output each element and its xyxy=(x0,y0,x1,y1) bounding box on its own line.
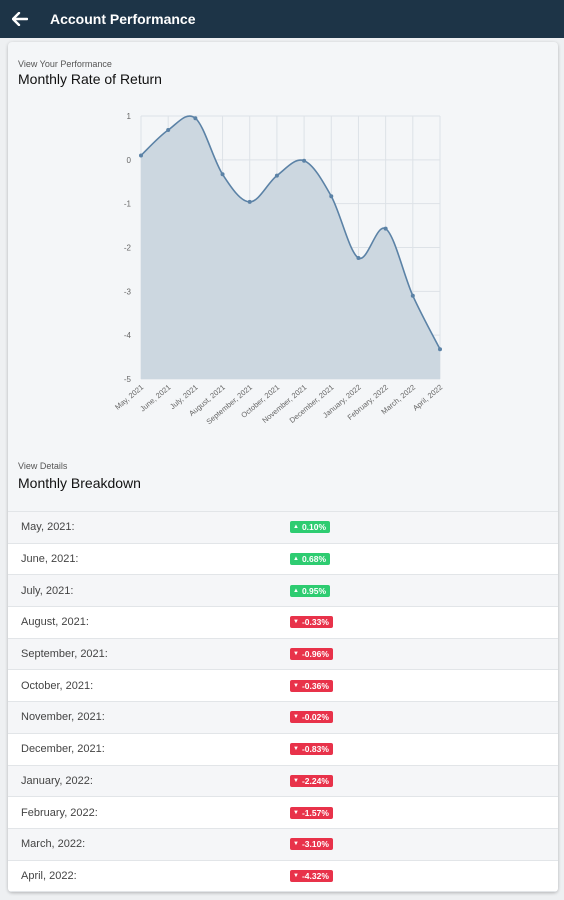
return-value: -0.83% xyxy=(301,744,329,755)
triangle-down-icon: ▼ xyxy=(293,682,299,689)
chart-point xyxy=(274,173,279,178)
return-value: -1.57% xyxy=(301,807,329,818)
y-tick-label: -4 xyxy=(124,331,132,340)
return-value: -4.32% xyxy=(301,870,329,881)
chart-point xyxy=(410,293,415,298)
table-row: June, 2021: ▲ 0.68% xyxy=(8,543,558,576)
x-tick-label: June, 2021 xyxy=(138,383,172,414)
chart-title: Monthly Rate of Return xyxy=(18,71,162,87)
return-badge: ▼ -2.24% xyxy=(290,774,333,787)
month-label: November, 2021: xyxy=(21,711,105,724)
y-tick-label: -5 xyxy=(124,375,132,384)
table-row: April, 2022: ▼ -4.32% xyxy=(8,860,558,892)
triangle-up-icon: ▲ xyxy=(293,556,299,563)
triangle-down-icon: ▼ xyxy=(293,872,299,879)
month-label: August, 2021: xyxy=(21,616,89,629)
month-label: December, 2021: xyxy=(21,743,105,756)
chart-point xyxy=(383,226,388,231)
month-label: September, 2021: xyxy=(21,648,108,661)
chart-point xyxy=(220,172,225,177)
table-row: May, 2021: ▲ 0.10% xyxy=(8,512,558,544)
performance-subheading: View Your Performance xyxy=(18,59,112,69)
table-row: August, 2021: ▼ -0.33% xyxy=(8,607,558,639)
chart-point xyxy=(193,116,198,121)
table-row: November, 2021: ▼ -0.02% xyxy=(8,702,558,734)
chart-point xyxy=(247,199,252,204)
return-value: -0.36% xyxy=(301,680,329,691)
breakdown-table: May, 2021: ▲ 0.10% June, 2021: ▲ 0.68% July, 2… xyxy=(8,511,558,892)
month-label: June, 2021: xyxy=(21,553,79,566)
table-row: March, 2022: ▼ -3.10% xyxy=(8,828,558,861)
table-row: January, 2022: ▼ -2.24% xyxy=(8,765,558,798)
return-badge: ▼ -0.83% xyxy=(290,743,333,756)
triangle-down-icon: ▼ xyxy=(293,651,299,658)
chart-point xyxy=(329,194,334,199)
return-value: -3.10% xyxy=(301,839,329,850)
y-tick-label: 0 xyxy=(127,156,132,165)
return-badge: ▲ 0.68% xyxy=(290,553,331,566)
return-badge: ▲ 0.10% xyxy=(290,521,331,534)
performance-card: View Your Performance Monthly Rate of Re… xyxy=(8,42,558,892)
app-bar: Account Performance xyxy=(0,0,564,38)
return-value: -0.02% xyxy=(301,712,329,723)
return-value: 0.10% xyxy=(301,522,327,533)
return-badge: ▼ -0.02% xyxy=(290,711,333,724)
details-subheading: View Details xyxy=(18,461,68,471)
triangle-down-icon: ▼ xyxy=(293,746,299,753)
month-label: May, 2021: xyxy=(21,521,75,534)
triangle-up-icon: ▲ xyxy=(293,524,299,531)
triangle-down-icon: ▼ xyxy=(293,714,299,721)
y-tick-label: -2 xyxy=(124,244,132,253)
return-value: -2.24% xyxy=(301,775,329,786)
triangle-down-icon: ▼ xyxy=(293,777,299,784)
return-badge: ▼ -4.32% xyxy=(290,869,333,882)
month-label: February, 2022: xyxy=(21,806,98,819)
triangle-down-icon: ▼ xyxy=(293,841,299,848)
return-value: -0.33% xyxy=(301,617,329,628)
return-badge: ▲ 0.95% xyxy=(290,584,331,597)
chart-area-fill xyxy=(141,115,440,380)
month-label: October, 2021: xyxy=(21,679,94,692)
x-tick-label: April, 2022 xyxy=(411,383,444,413)
page-title: Account Performance xyxy=(50,11,196,27)
return-badge: ▼ -0.96% xyxy=(290,648,333,661)
table-row: February, 2022: ▼ -1.57% xyxy=(8,797,558,829)
month-label: July, 2021: xyxy=(21,584,74,597)
return-badge: ▼ -3.10% xyxy=(290,838,333,851)
month-label: January, 2022: xyxy=(21,774,93,787)
return-value: 0.95% xyxy=(301,585,327,596)
return-badge: ▼ -0.33% xyxy=(290,616,333,629)
triangle-down-icon: ▼ xyxy=(293,619,299,626)
month-label: April, 2022: xyxy=(21,869,77,882)
table-row: September, 2021: ▼ -0.96% xyxy=(8,638,558,671)
back-button[interactable] xyxy=(0,0,40,38)
y-tick-label: -1 xyxy=(124,200,132,209)
chart-point xyxy=(438,347,442,352)
return-badge: ▼ -1.57% xyxy=(290,806,333,819)
return-value: 0.68% xyxy=(301,554,327,565)
arrow-left-icon xyxy=(12,12,28,26)
chart-point xyxy=(356,256,361,261)
triangle-down-icon: ▼ xyxy=(293,809,299,816)
return-badge: ▼ -0.36% xyxy=(290,679,333,692)
table-row: July, 2021: ▲ 0.95% xyxy=(8,575,558,608)
return-value: -0.96% xyxy=(301,649,329,660)
triangle-up-icon: ▲ xyxy=(293,587,299,594)
table-row: December, 2021: ▼ -0.83% xyxy=(8,733,558,766)
month-label: March, 2022: xyxy=(21,838,86,851)
y-tick-label: -3 xyxy=(124,287,132,296)
chart-point xyxy=(166,128,171,133)
breakdown-title: Monthly Breakdown xyxy=(18,475,141,491)
chart-point xyxy=(139,153,143,158)
chart-point xyxy=(302,158,307,163)
y-tick-label: 1 xyxy=(127,112,132,121)
table-row: October, 2021: ▼ -0.36% xyxy=(8,670,558,703)
